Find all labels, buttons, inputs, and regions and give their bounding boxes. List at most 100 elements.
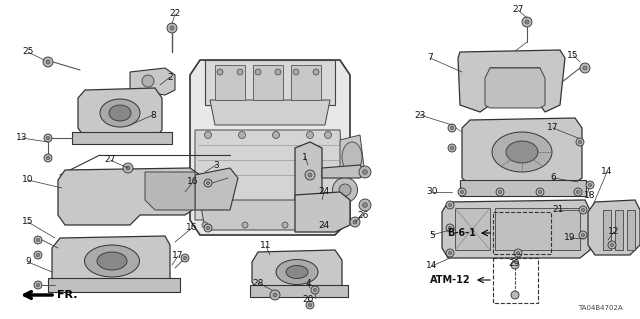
Polygon shape [205, 60, 335, 105]
Text: 22: 22 [170, 10, 180, 19]
Circle shape [448, 124, 456, 132]
Ellipse shape [342, 142, 362, 172]
Text: B-6-1: B-6-1 [447, 228, 476, 238]
Circle shape [448, 144, 456, 152]
Circle shape [460, 190, 463, 194]
Polygon shape [340, 135, 365, 175]
Circle shape [126, 166, 130, 170]
Bar [72, 132, 172, 144]
Circle shape [350, 217, 360, 227]
Polygon shape [200, 200, 335, 230]
Text: 15: 15 [22, 218, 34, 226]
Polygon shape [627, 210, 635, 250]
Text: FR.: FR. [57, 290, 77, 300]
Circle shape [204, 179, 212, 187]
Text: 11: 11 [260, 241, 272, 250]
Circle shape [46, 137, 50, 140]
Circle shape [36, 253, 40, 256]
Text: 26: 26 [357, 211, 369, 219]
Text: 1: 1 [302, 152, 308, 161]
Polygon shape [603, 210, 611, 250]
Circle shape [516, 251, 520, 255]
Circle shape [270, 290, 280, 300]
Text: 14: 14 [602, 167, 612, 176]
Polygon shape [190, 60, 350, 235]
Circle shape [255, 69, 261, 75]
Polygon shape [322, 165, 365, 178]
Polygon shape [130, 68, 175, 95]
Circle shape [446, 224, 454, 232]
Polygon shape [295, 192, 350, 232]
Circle shape [43, 57, 53, 67]
Circle shape [202, 222, 208, 228]
Circle shape [44, 134, 52, 142]
Polygon shape [295, 142, 322, 200]
Circle shape [511, 261, 519, 269]
Circle shape [237, 69, 243, 75]
Text: 14: 14 [426, 262, 438, 271]
Polygon shape [455, 208, 490, 250]
Ellipse shape [276, 259, 318, 285]
Circle shape [496, 188, 504, 196]
Text: 28: 28 [252, 278, 264, 287]
Polygon shape [52, 236, 170, 286]
Bar [253, 65, 283, 100]
Text: 18: 18 [584, 191, 596, 201]
Circle shape [142, 75, 154, 87]
Text: 23: 23 [414, 110, 426, 120]
Polygon shape [145, 172, 195, 210]
Circle shape [579, 231, 587, 239]
Text: 10: 10 [22, 175, 34, 184]
Circle shape [359, 199, 371, 211]
Circle shape [449, 204, 452, 207]
Polygon shape [195, 130, 345, 220]
Circle shape [324, 131, 332, 138]
Text: 17: 17 [172, 251, 184, 261]
Circle shape [586, 181, 594, 189]
Bar [460, 180, 586, 196]
Circle shape [538, 190, 541, 194]
Text: 25: 25 [22, 48, 34, 56]
Circle shape [217, 69, 223, 75]
Polygon shape [462, 118, 582, 185]
Circle shape [449, 226, 452, 230]
Circle shape [581, 234, 584, 237]
Bar [48, 278, 180, 292]
Circle shape [282, 222, 288, 228]
Text: 4: 4 [305, 278, 311, 287]
Text: 27: 27 [104, 155, 116, 165]
Circle shape [44, 154, 52, 162]
Bar [250, 285, 348, 297]
Circle shape [181, 254, 189, 262]
Circle shape [499, 190, 502, 194]
Polygon shape [58, 168, 200, 225]
Polygon shape [252, 250, 342, 292]
Circle shape [576, 138, 584, 146]
Circle shape [314, 288, 317, 292]
Ellipse shape [333, 177, 358, 203]
Circle shape [449, 251, 452, 255]
Polygon shape [485, 68, 545, 108]
Circle shape [46, 60, 50, 64]
Circle shape [36, 238, 40, 241]
Circle shape [239, 131, 246, 138]
Text: 12: 12 [608, 227, 620, 236]
Text: 20: 20 [302, 295, 314, 305]
Polygon shape [195, 168, 238, 210]
Circle shape [322, 222, 328, 228]
Text: 5: 5 [429, 231, 435, 240]
Circle shape [577, 190, 580, 194]
Text: 30: 30 [426, 188, 438, 197]
Ellipse shape [109, 105, 131, 121]
Circle shape [305, 170, 315, 180]
Circle shape [583, 66, 587, 70]
Circle shape [34, 281, 42, 289]
Text: TA04B4702A: TA04B4702A [578, 305, 622, 311]
Text: 7: 7 [427, 54, 433, 63]
Text: 16: 16 [188, 177, 199, 187]
Circle shape [170, 26, 174, 30]
Text: 27: 27 [512, 5, 524, 14]
Polygon shape [458, 50, 565, 112]
Ellipse shape [506, 141, 538, 163]
Polygon shape [210, 100, 330, 125]
